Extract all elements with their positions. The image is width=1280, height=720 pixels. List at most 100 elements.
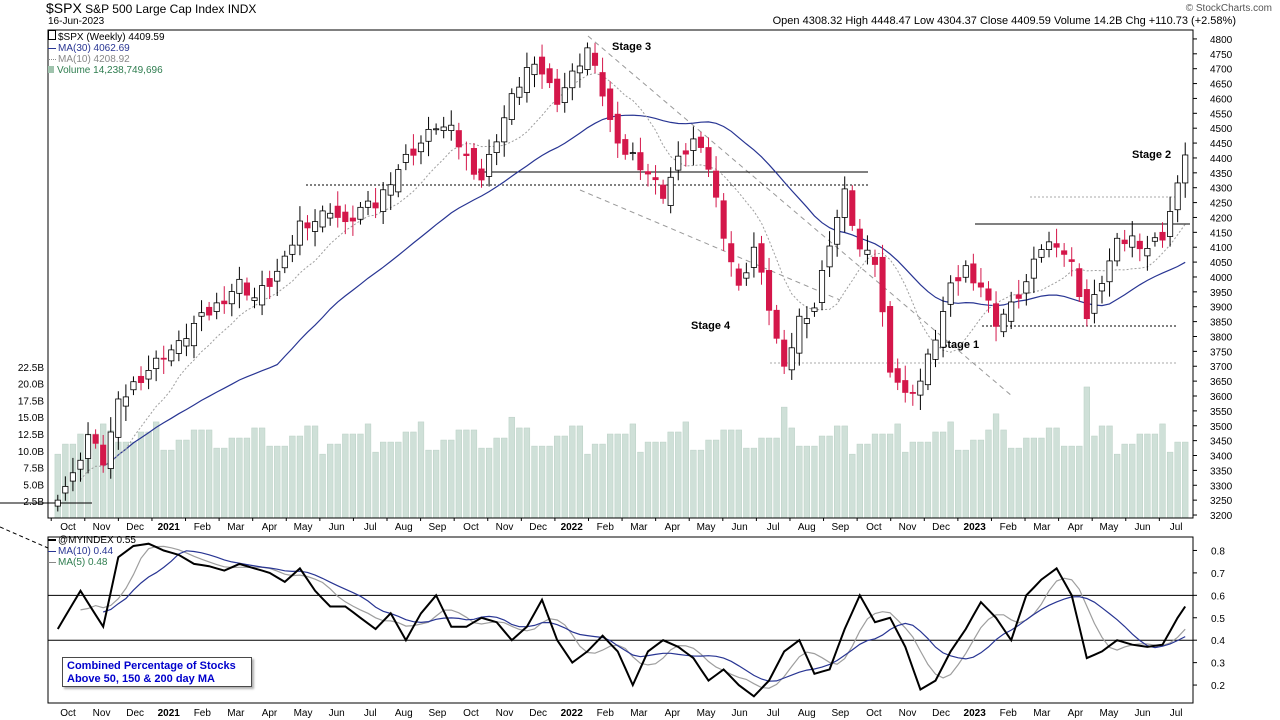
candle	[637, 137, 644, 180]
candle	[243, 277, 250, 301]
candle	[675, 141, 682, 181]
candle	[1151, 232, 1158, 247]
candle-down	[735, 268, 742, 286]
volume-bar	[523, 427, 531, 519]
candle-down	[758, 243, 765, 273]
volume-bar	[675, 431, 682, 519]
price-tick-label: 4350	[1210, 169, 1233, 180]
candle	[115, 391, 122, 450]
candle	[304, 215, 311, 241]
candle-up	[803, 318, 810, 324]
candle-down	[1053, 243, 1060, 248]
indicator-ma10-line	[103, 550, 1186, 682]
candle	[145, 355, 152, 390]
volume-bar	[440, 439, 447, 519]
candle	[1106, 248, 1113, 297]
candle-down	[221, 300, 228, 305]
candle-up	[153, 357, 160, 370]
candle-down	[773, 309, 780, 339]
price-x-label: Feb	[194, 522, 212, 533]
candle	[531, 56, 538, 88]
candle-up	[327, 212, 334, 219]
volume-bar	[992, 413, 1000, 519]
volume-bar	[160, 449, 167, 519]
volume-bar	[395, 441, 402, 519]
volume-bar	[478, 447, 485, 519]
candle	[1008, 291, 1015, 330]
candle	[463, 141, 470, 171]
candle	[410, 134, 417, 166]
volume-bar	[410, 431, 417, 519]
candle-up	[448, 124, 455, 131]
price-x-label: Jul	[1170, 522, 1183, 533]
volume-bar	[463, 429, 470, 519]
indicator-x-label: Mar	[1033, 708, 1051, 719]
candle	[259, 270, 266, 316]
candle	[1182, 142, 1189, 198]
candle-down	[455, 130, 462, 148]
candle	[720, 193, 727, 251]
candle-down	[781, 339, 788, 367]
volume-bar	[879, 433, 886, 519]
candle	[818, 260, 826, 311]
candle	[539, 44, 546, 89]
candle	[198, 300, 205, 332]
price-tick-label: 4300	[1210, 184, 1233, 195]
candle	[584, 42, 591, 75]
volume-bar	[667, 431, 674, 519]
candle-down	[599, 72, 606, 97]
indicator-x-label: Aug	[798, 708, 816, 719]
candle-up	[395, 169, 402, 193]
price-x-label: Aug	[395, 522, 413, 533]
candle-down	[955, 277, 962, 282]
indicator-tick-label: 0.3	[1211, 659, 1225, 670]
volume-tick-label: 5.0B	[23, 480, 44, 491]
volume-tick-label: 17.5B	[18, 396, 44, 407]
candle-up	[425, 128, 432, 142]
volume-bar	[274, 445, 281, 519]
indicator-x-label: Oct	[463, 708, 479, 719]
candle-down	[879, 256, 886, 313]
candle-down	[720, 200, 727, 239]
candle-up	[864, 249, 871, 255]
candle-up	[1174, 182, 1181, 211]
candle	[266, 270, 273, 299]
volume-bar	[1045, 427, 1053, 519]
legend-ind-ma5: MA(5) 0.48	[58, 557, 108, 568]
candle-up	[924, 353, 931, 386]
candle-down	[546, 68, 553, 84]
candle	[334, 191, 341, 228]
candle	[622, 134, 629, 160]
candle	[970, 253, 977, 291]
legend-price-text: $SPX (Weekly) 4409.59	[58, 32, 165, 43]
candle-up	[312, 221, 319, 232]
price-tick-label: 3600	[1210, 392, 1233, 403]
candle	[508, 88, 515, 125]
candle-up	[962, 265, 969, 278]
candle-up	[122, 396, 129, 407]
candle	[834, 209, 841, 257]
volume-bar	[228, 437, 235, 519]
candle	[1053, 228, 1060, 258]
price-tick-label: 4150	[1210, 228, 1233, 239]
volume-bar	[236, 437, 243, 519]
indicator-x-label: Apr	[665, 708, 681, 719]
volume-bar	[750, 447, 758, 519]
candle-down	[1121, 239, 1128, 245]
volume-tick-label: 15.0B	[18, 413, 44, 424]
indicator-x-label: 2022	[561, 708, 584, 719]
indicator-x-label: Aug	[395, 708, 413, 719]
candle-up	[1098, 283, 1106, 292]
volume-bar	[584, 453, 591, 519]
price-tick-label: 3750	[1210, 347, 1233, 358]
price-tick-label: 3650	[1210, 377, 1233, 388]
candle	[1076, 263, 1083, 302]
candle-down	[682, 150, 689, 155]
candle	[1045, 231, 1053, 258]
candle	[871, 249, 879, 277]
price-x-label: Feb	[1000, 522, 1018, 533]
candle	[395, 164, 402, 198]
price-x-label: 2023	[964, 522, 987, 533]
candle-down	[1076, 268, 1083, 298]
legend-ma30: MA(30) 4062.69	[58, 43, 130, 54]
